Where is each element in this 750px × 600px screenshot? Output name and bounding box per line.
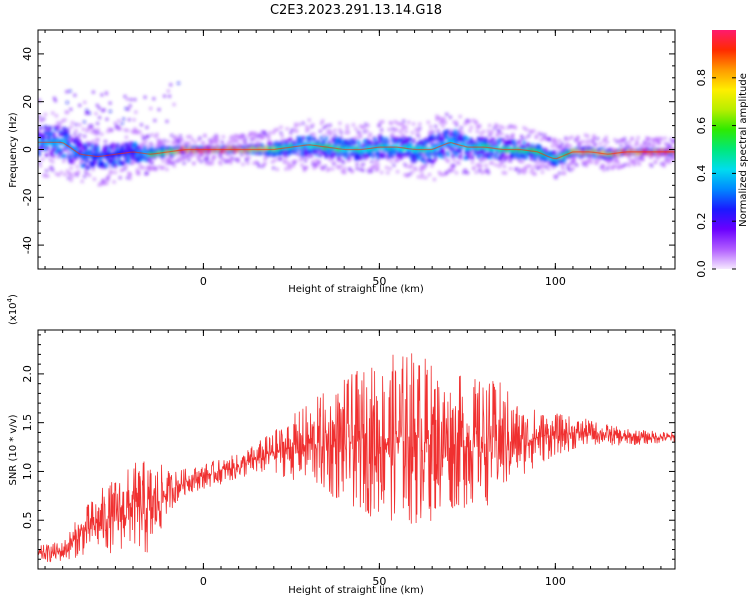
snr-scale-exponent: 4 [6,297,14,302]
snr-y-axis-label: SNR (10 * v/v) [8,414,19,485]
y-tick-label: 0.5 [21,511,34,529]
snr-frame [37,329,676,570]
colorbar-tick-label: 0.6 [695,117,708,135]
y-tick-label: -20 [21,188,34,206]
spectrogram-ticks: 0 50 100 -40 -20 0 20 40 [21,29,675,288]
spectrogram-heatmap [38,81,675,187]
x-tick-label: 50 [372,275,386,288]
spectrogram-ridge [38,141,675,160]
snr-scale-prefix: (x10 [8,302,19,325]
y-tick-label: -40 [21,236,34,254]
y-tick-label: 1.0 [21,463,34,481]
snr-ticks: 0 50 100 0.5 1.0 1.5 2.0 [21,330,675,588]
spectrogram-y-axis-label: Frequency (Hz) [8,112,19,188]
colorbar-tick-label: 0.2 [695,212,708,230]
spectrogram-panel: 0 50 100 -40 -20 0 20 40 Height of straight lin… [8,29,676,295]
y-tick-label: 40 [21,47,34,61]
colorbar-ticks: 0.0 0.2 0.4 0.6 0.8 [695,69,736,278]
snr-panel: 0 50 100 0.5 1.0 1.5 2.0 Height of straight li… [6,294,676,596]
x-tick-label: 50 [372,575,386,588]
colorbar-tick-label: 0.0 [695,260,708,278]
snr-x-axis-label: Height of straight line (km) [288,585,424,596]
y-tick-label: 20 [21,95,34,109]
x-tick-label: 100 [545,275,566,288]
x-tick-label: 0 [200,275,207,288]
y-tick-label: 0 [21,146,34,153]
colorbar-gradient [712,30,736,269]
x-tick-label: 0 [200,575,207,588]
x-tick-label: 100 [545,575,566,588]
snr-series-line [38,353,675,563]
colorbar-tick-label: 0.8 [695,69,708,87]
y-tick-label: 2.0 [21,365,34,383]
spectrogram-x-axis-label: Height of straight line (km) [288,284,424,295]
colorbar: 0.0 0.2 0.4 0.6 0.8 Normalized spectral ampl… [695,30,749,278]
snr-scale-suffix: ) [8,294,19,298]
figure-title: C2E3.2023.291.13.14.G18 [270,3,442,18]
svg-text:(x104): (x104) [6,294,19,325]
colorbar-label: Normalized spectral amplitude [738,73,749,227]
snr-scale-factor: (x104) [6,294,19,325]
y-tick-label: 1.5 [21,414,34,432]
colorbar-tick-label: 0.4 [695,165,708,183]
